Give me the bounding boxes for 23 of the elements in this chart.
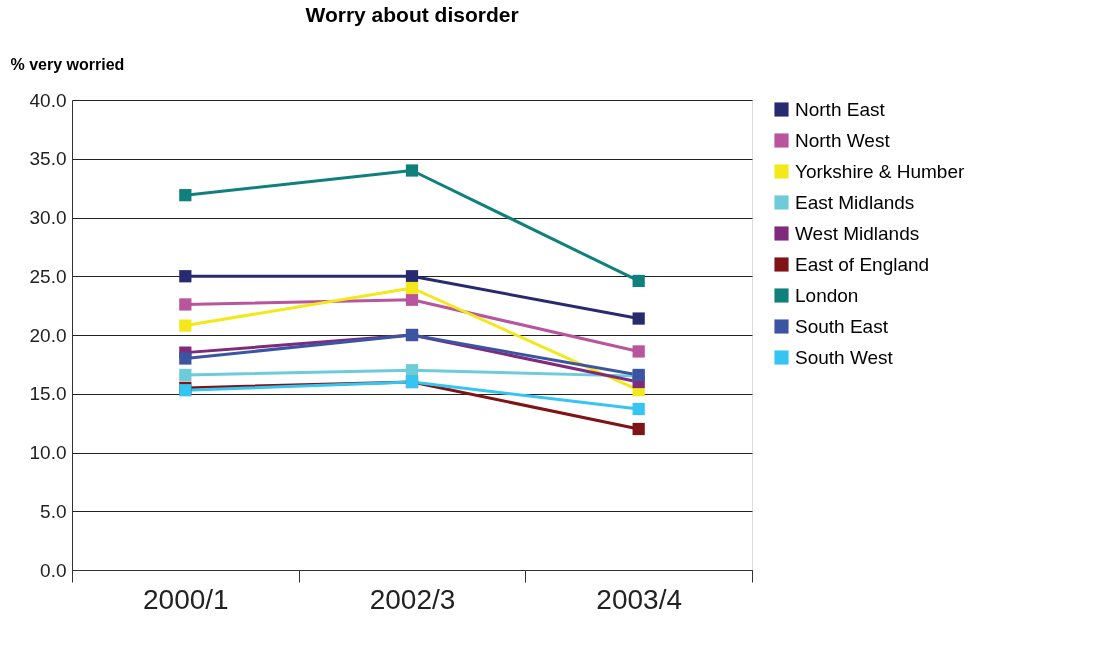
legend-label: North West xyxy=(795,129,891,151)
legend-label: London xyxy=(795,284,859,306)
y-axis-title: % very worried xyxy=(10,55,125,73)
legend-label: South East xyxy=(795,315,889,337)
x-tick-label: 2003/4 xyxy=(596,583,682,615)
y-tick-label: 40.0 xyxy=(29,89,67,111)
chart-title: Worry about disorder xyxy=(305,3,519,26)
y-tick-label: 30.0 xyxy=(29,207,67,228)
y-tick-label: 10.0 xyxy=(29,442,67,463)
y-tick-label: 25.0 xyxy=(29,265,67,287)
legend-label: West Midlands xyxy=(795,222,920,244)
y-tick-label: 0.0 xyxy=(40,559,67,581)
y-tick-label: 15.0 xyxy=(29,383,67,405)
y-tick-label: 20.0 xyxy=(29,324,67,346)
legend-label: North East xyxy=(795,98,886,120)
x-tick-label: 2002/3 xyxy=(369,583,456,615)
x-tick-label: 2000/1 xyxy=(143,583,229,615)
legend-label: South West xyxy=(795,346,894,368)
legend-label: East Midlands xyxy=(795,191,915,213)
legend-label: Yorkshire & Humber xyxy=(795,160,965,182)
y-tick-label: 35.0 xyxy=(29,148,67,170)
y-tick-label: 5.0 xyxy=(40,500,67,522)
legend-label: East of England xyxy=(795,253,930,275)
